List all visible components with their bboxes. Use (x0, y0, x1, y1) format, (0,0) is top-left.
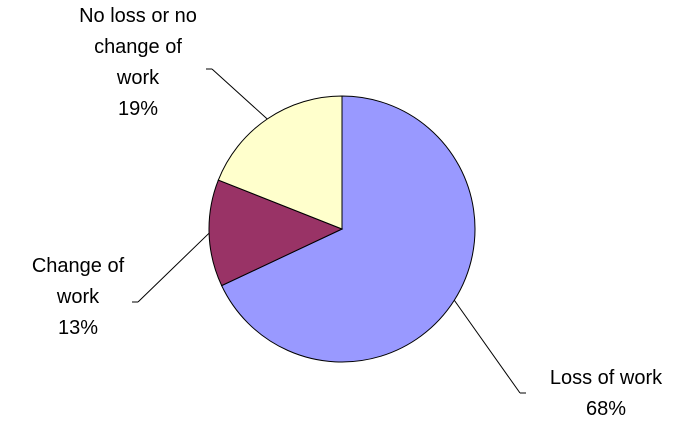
leader-lines (132, 68, 526, 394)
leader-line-2 (211, 68, 268, 120)
slice-label-2-line-3: 19% (118, 98, 158, 120)
slice-label-1-line-2: 13% (58, 317, 98, 339)
slice-labels: Loss of work 68% Change of work 13% No loss o… (32, 5, 663, 420)
slice-label-0-line-0: Loss of work (550, 367, 663, 389)
slice-label-1-line-1: work (56, 286, 100, 308)
pie-slices (208, 95, 476, 363)
pie-slice-1 (208, 179, 344, 287)
slice-label-2-line-2: work (116, 67, 160, 89)
slice-label-0: Loss of work 68% (550, 367, 663, 420)
leader-line-0 (453, 299, 521, 394)
slice-label-2-line-0: No loss or no (79, 5, 197, 27)
leader-line-1 (137, 232, 210, 303)
slice-label-2: No loss or no change of work 19% (79, 5, 197, 120)
pie-slice-0 (220, 95, 476, 363)
slice-label-0-line-1: 68% (586, 398, 626, 420)
slice-label-1: Change of work 13% (32, 255, 125, 339)
slice-label-1-line-0: Change of (32, 255, 125, 277)
slice-label-2-line-1: change of (94, 36, 182, 58)
pie-slice-2 (217, 95, 343, 230)
